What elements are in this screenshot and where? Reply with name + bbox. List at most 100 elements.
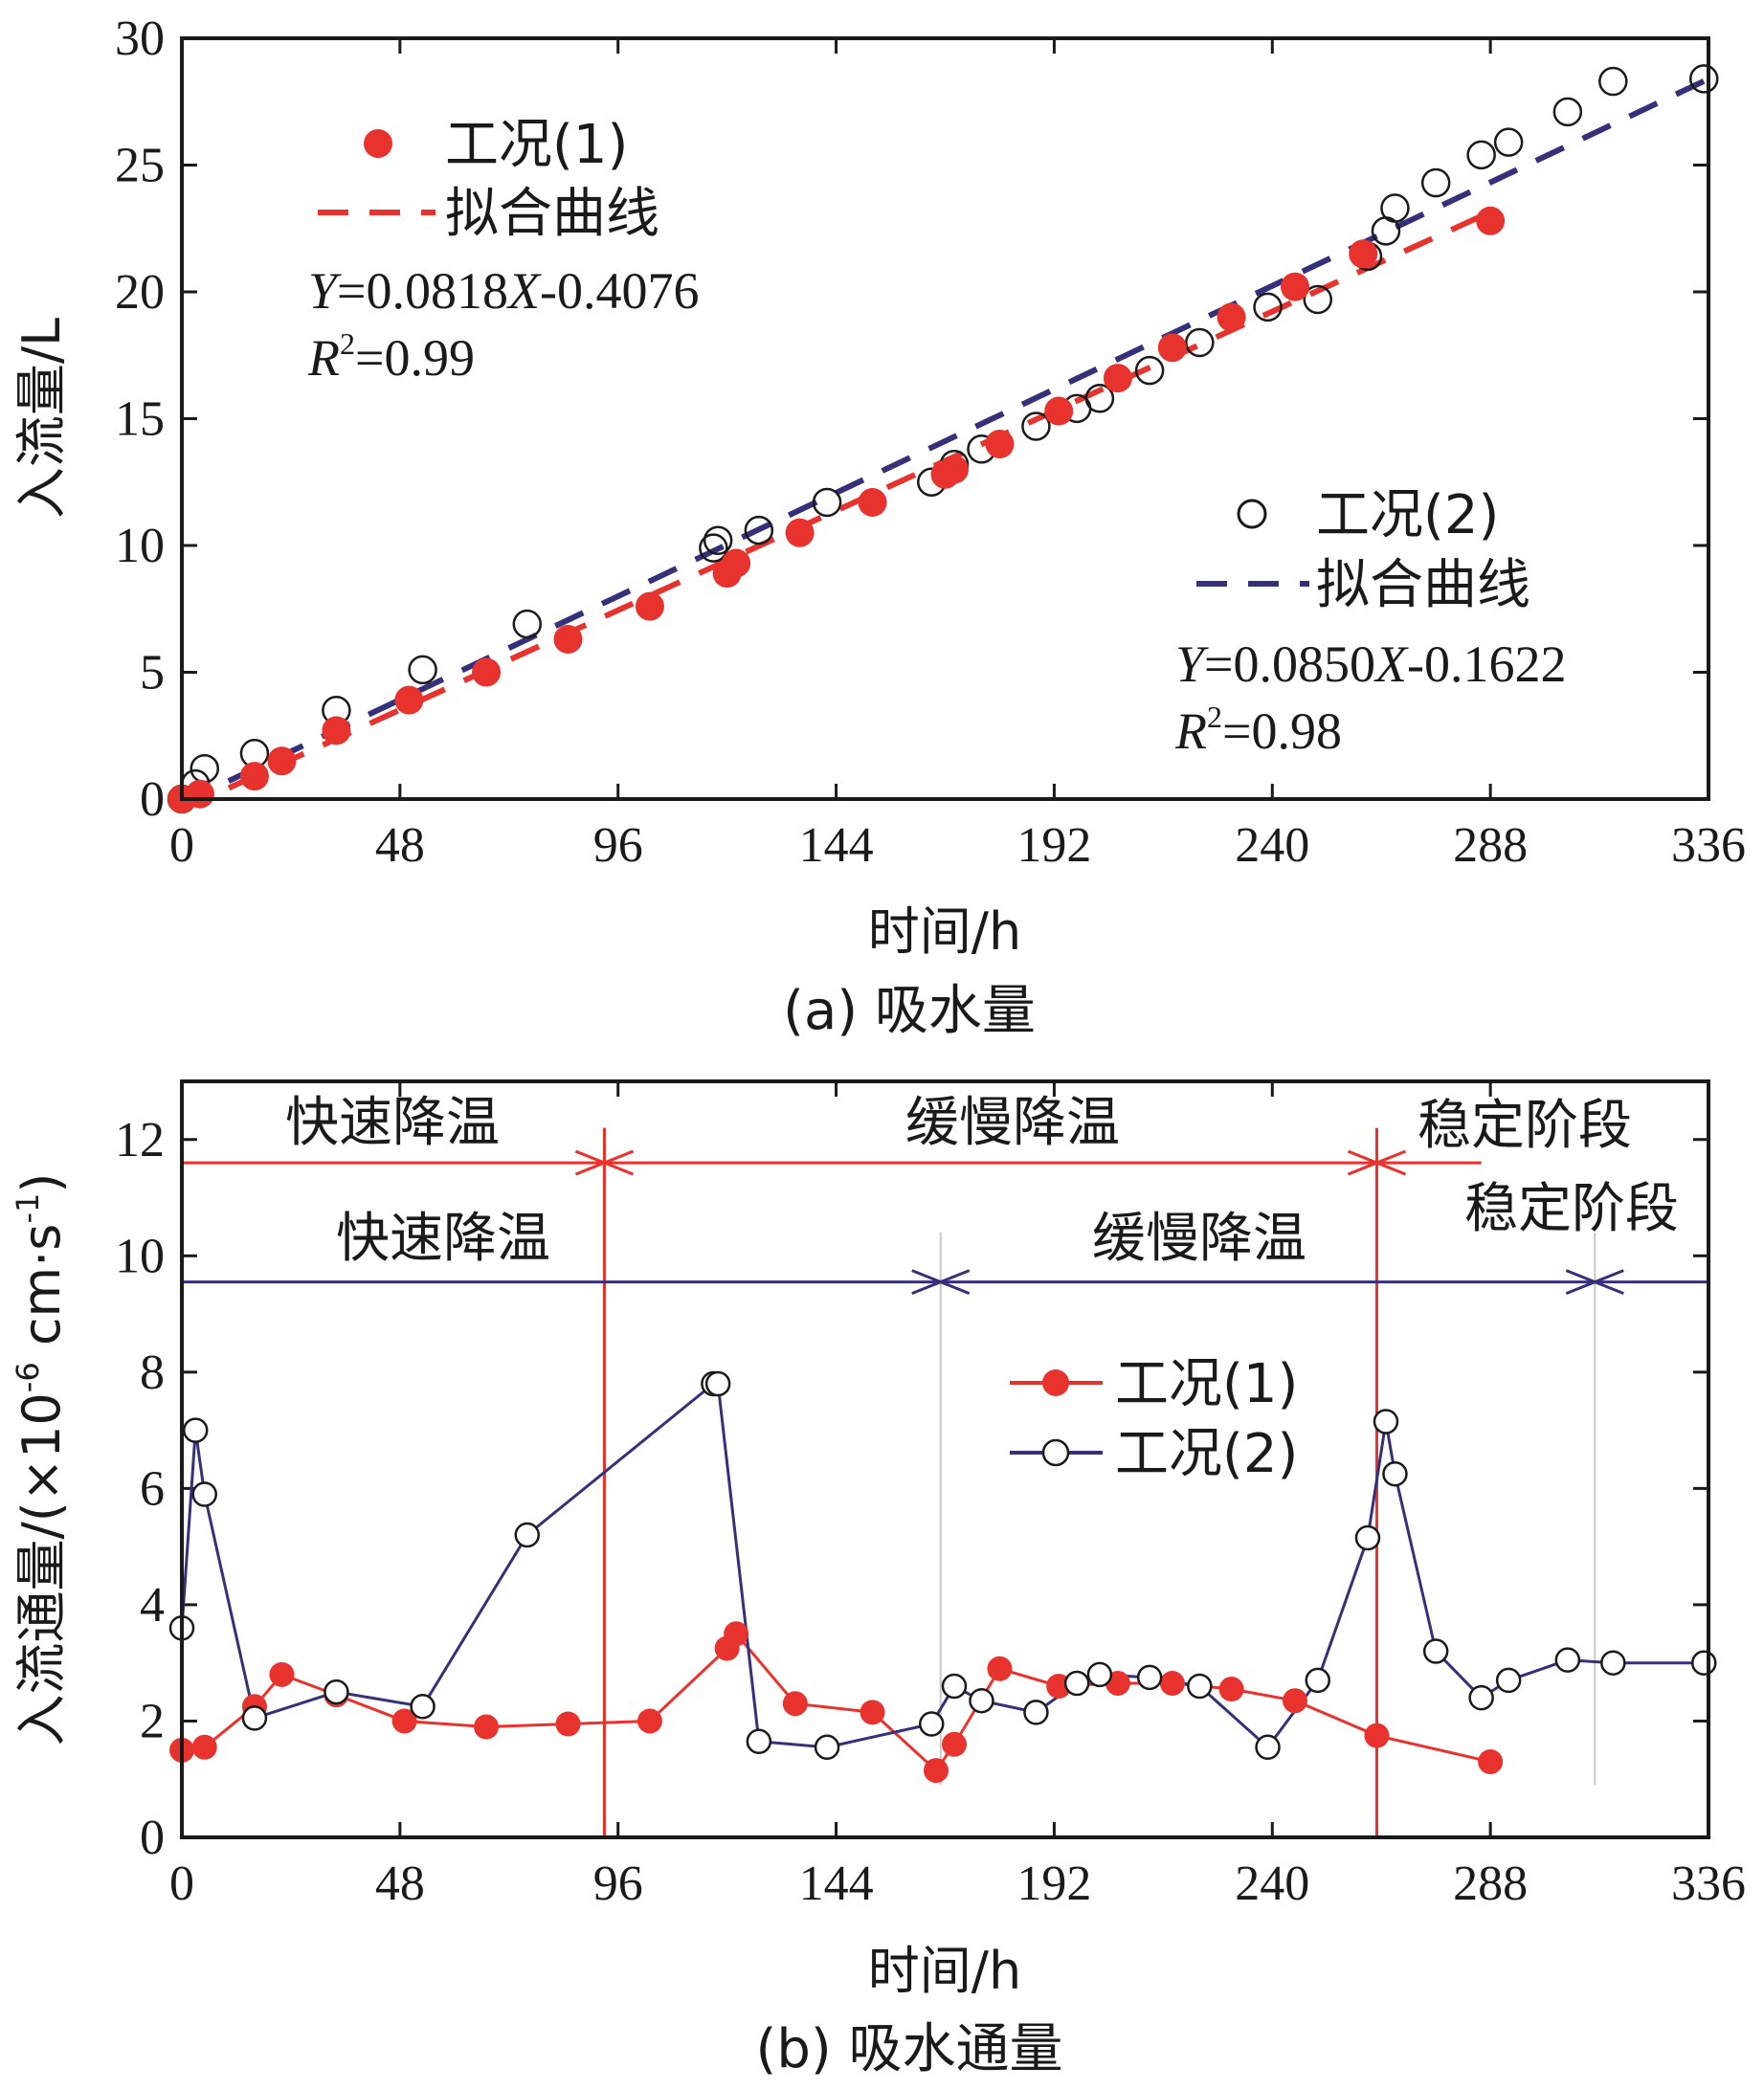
point-case1: [785, 518, 815, 547]
point-b-case2: [182, 1417, 209, 1443]
point-case1: [635, 591, 664, 621]
phase1-label-fast: 快速降温: [285, 1092, 500, 1154]
r2-case2: R2=0.98: [1174, 700, 1342, 760]
x-tick-label: 144: [799, 1857, 874, 1911]
chart-b-frame: [180, 1079, 1710, 1839]
y-tick-label: 12: [115, 1113, 165, 1167]
point-b-case2: [1063, 1670, 1090, 1697]
point-case2: [1253, 292, 1283, 322]
point-b-case2: [1554, 1647, 1581, 1673]
point-b-case1: [1159, 1670, 1185, 1696]
point-b-case1: [1218, 1677, 1244, 1702]
chart-b-ylabel: 入流通量/(×10-6 cm·s-1): [10, 1173, 72, 1746]
fit-line-case2: [184, 76, 1708, 799]
legend-b-case2-marker: [1041, 1438, 1070, 1467]
x-tick-label: 240: [1235, 818, 1309, 873]
equation-case2: Y=0.0850X-0.1622: [1175, 635, 1567, 693]
chart-a-ticks: 0 48 96 144 192 240 288 336 0 5 10 15 20 25 30: [115, 11, 1746, 873]
point-b-case1: [1478, 1749, 1504, 1774]
x-tick-label: 288: [1453, 1857, 1528, 1911]
legend-b-case1-label: 工况(1): [1115, 1353, 1298, 1415]
point-b-case2: [1305, 1667, 1331, 1694]
point-case1: [322, 716, 351, 745]
x-tick-label: 96: [593, 1857, 643, 1911]
x-tick-label: 336: [1671, 818, 1746, 873]
y-tick-label: 10: [115, 1229, 165, 1283]
phase2-label-slow: 缓慢降温: [1092, 1208, 1306, 1270]
point-case2: [1598, 66, 1628, 97]
point-b-case2: [1495, 1667, 1522, 1694]
point-b-case2: [1354, 1524, 1381, 1551]
legend-case2-label: 工况(2): [1316, 484, 1499, 546]
point-case1: [267, 746, 297, 776]
point-case1: [722, 548, 751, 578]
point-case2: [1380, 193, 1410, 223]
point-case2: [190, 753, 219, 784]
chart-a-fit-lines: [184, 76, 1708, 799]
fit-line-case1: [197, 209, 1492, 799]
y-tick-label: 0: [140, 1811, 165, 1865]
point-case1: [985, 430, 1015, 458]
legend-case1-marker: [364, 129, 392, 158]
point-case1: [472, 657, 502, 687]
point-b-case1: [191, 1734, 217, 1760]
phase2-label-stable: 稳定阶段: [1464, 1178, 1679, 1240]
point-b-case2: [941, 1673, 968, 1700]
point-b-case1: [782, 1691, 808, 1717]
point-case1: [1157, 333, 1187, 363]
point-b-case2: [1382, 1460, 1408, 1487]
chart-b-ticks: 0 48 96 144 192 240 288 336 0 2 4 6 8 10 12: [115, 1081, 1746, 1911]
point-case2: [1134, 355, 1165, 386]
point-b-case2: [814, 1734, 840, 1761]
point-case1: [1281, 272, 1310, 301]
point-b-case2: [969, 1687, 994, 1714]
point-b-case1: [987, 1656, 1013, 1681]
chart-b-caption: (b) 吸水通量: [755, 2018, 1062, 2080]
y-tick-label: 6: [140, 1461, 165, 1516]
point-case1: [939, 455, 969, 484]
x-tick-label: 192: [1016, 818, 1091, 873]
point-b-case2: [514, 1522, 541, 1548]
point-case1: [1103, 364, 1132, 393]
x-tick-label: 192: [1016, 1857, 1091, 1911]
y-tick-label: 20: [115, 265, 165, 320]
point-case2: [1420, 167, 1451, 198]
chart-a-xlabel: 时间/h: [868, 901, 1021, 962]
legend-fit2-label: 拟合曲线: [1316, 554, 1530, 616]
point-b-case1: [269, 1661, 295, 1687]
point-b-case2: [410, 1694, 435, 1720]
phase-arrowhead: [600, 1149, 635, 1176]
point-case2: [1552, 97, 1583, 127]
phase2-label-fast: 快速降温: [336, 1208, 550, 1270]
chart-a-legend-case2: 工况(2) 拟合曲线: [1196, 484, 1530, 616]
point-case2: [703, 525, 733, 555]
point-b-case1: [1364, 1723, 1390, 1748]
x-tick-label: 240: [1235, 1857, 1309, 1911]
legend-b-case2-label: 工况(2): [1115, 1423, 1298, 1485]
point-b-case1: [474, 1714, 500, 1740]
phase1-label-stable: 稳定阶段: [1418, 1095, 1632, 1157]
point-b-case1: [724, 1621, 749, 1647]
point-case1: [1349, 239, 1378, 269]
point-b-case2: [746, 1728, 772, 1754]
point-b-case2: [1600, 1650, 1626, 1676]
point-b-case2: [1023, 1700, 1049, 1725]
point-case2: [812, 487, 842, 518]
point-b-case1: [860, 1700, 885, 1725]
point-case2: [1084, 384, 1115, 413]
phase-arrowhead: [936, 1269, 971, 1296]
point-b-case2: [1136, 1664, 1163, 1691]
chart-a-frame: [180, 36, 1710, 801]
legend-case2-marker: [1237, 499, 1267, 529]
legend-case1-label: 工况(1): [445, 114, 628, 176]
x-tick-label: 0: [169, 1857, 194, 1911]
point-case1: [1476, 206, 1506, 235]
y-tick-label: 25: [115, 139, 165, 193]
chart-a-points: [167, 64, 1719, 814]
r2-case1: R2=0.99: [307, 326, 475, 387]
point-b-case2: [1691, 1650, 1717, 1676]
x-tick-label: 144: [799, 818, 874, 873]
point-case1: [1044, 396, 1074, 426]
